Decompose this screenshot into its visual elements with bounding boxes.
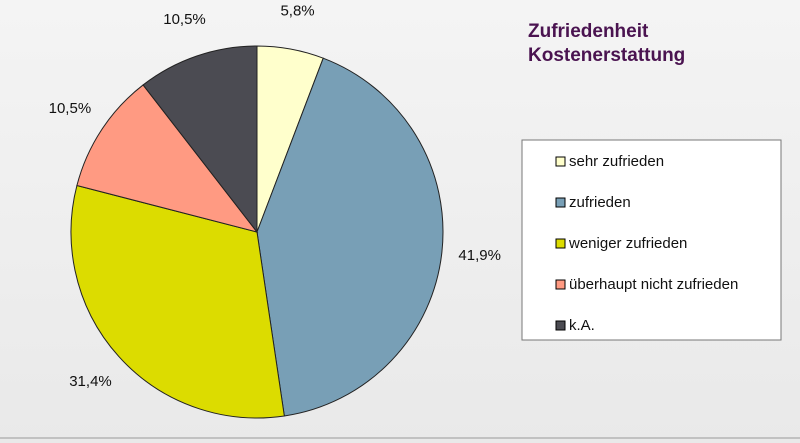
pie-slice <box>70 184 285 419</box>
legend-label: sehr zufrieden <box>569 153 664 170</box>
legend-swatch <box>555 238 566 249</box>
legend-label: zufrieden <box>569 194 631 211</box>
value-label: 31,4% <box>69 373 112 390</box>
chart-title: Zufriedenheit Kostenerstattung <box>528 21 686 66</box>
pie-slice <box>256 57 444 417</box>
legend-label: weniger zufrieden <box>568 235 687 252</box>
value-label: 10,5% <box>163 11 206 28</box>
value-label: 5,8% <box>280 3 314 20</box>
legend-swatch <box>555 197 566 208</box>
pie-slice <box>76 84 259 233</box>
legend-label: k.A. <box>569 317 595 334</box>
legend-swatch <box>555 320 566 331</box>
value-label: 10,5% <box>49 100 92 117</box>
legend-label: überhaupt nicht zufrieden <box>569 276 738 293</box>
legend-swatch <box>555 279 566 290</box>
legend-swatch <box>555 156 566 167</box>
pie-slice <box>142 45 258 234</box>
value-label: 41,9% <box>458 247 501 264</box>
